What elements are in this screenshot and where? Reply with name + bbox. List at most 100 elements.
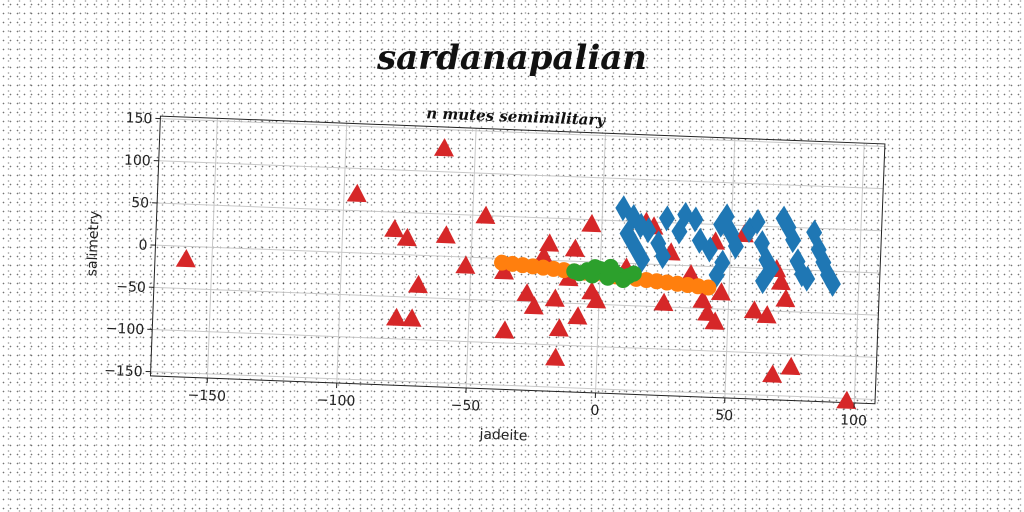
data-point <box>548 318 569 337</box>
data-point <box>810 236 827 263</box>
data-point <box>763 255 780 282</box>
data-point <box>558 267 579 287</box>
data-point <box>433 138 454 157</box>
y-tick-label: −100 <box>105 321 144 338</box>
data-point <box>658 205 675 232</box>
data-point <box>687 206 704 233</box>
y-grid-line <box>157 202 882 232</box>
data-point <box>756 305 777 324</box>
y-tick-label: −150 <box>104 363 143 380</box>
y-tick-label: 50 <box>131 195 149 212</box>
y-grid-line <box>150 371 876 401</box>
data-point <box>704 311 725 330</box>
data-point <box>494 320 515 339</box>
data-point <box>677 201 694 228</box>
data-point <box>384 218 405 238</box>
data-point <box>718 203 735 230</box>
y-grid-line <box>158 160 884 190</box>
data-point <box>544 288 565 307</box>
grid <box>150 118 885 403</box>
x-tick-label: −100 <box>317 392 356 409</box>
data-point <box>626 233 643 260</box>
x-grid-line <box>206 118 218 379</box>
data-point <box>743 300 764 319</box>
data-point <box>824 270 841 297</box>
data-point <box>780 214 797 241</box>
data-point <box>749 208 766 235</box>
x-tick-label: −150 <box>187 387 226 404</box>
data-point <box>799 265 816 292</box>
x-grid-line <box>724 138 736 398</box>
chart-subtitle: n mutes semimilitary <box>426 104 607 129</box>
data-point <box>533 245 554 265</box>
x-tick-label: 100 <box>840 412 867 429</box>
data-point <box>780 356 801 376</box>
y-axis-label: salimetry <box>84 211 103 277</box>
data-point <box>539 233 560 252</box>
data-point <box>545 347 566 367</box>
data-point <box>650 230 667 257</box>
y-grid-line <box>160 118 885 147</box>
scatter-chart: −150 −100 −50 0 50 100 150 100 50 0 −50 −100 −150 n … <box>84 104 886 445</box>
data-point <box>753 230 770 257</box>
data-point <box>700 279 717 296</box>
data-point <box>564 238 585 257</box>
data-point <box>654 243 671 270</box>
data-point <box>625 265 642 282</box>
data-marks <box>175 138 857 410</box>
data-point <box>710 282 731 301</box>
data-point <box>523 296 544 315</box>
y-tick-label: −50 <box>116 279 146 296</box>
plot-frame <box>149 115 886 405</box>
data-point <box>762 364 783 383</box>
data-point <box>602 258 619 275</box>
data-point <box>632 212 649 239</box>
data-point <box>640 217 657 244</box>
data-point <box>407 274 428 294</box>
tick-labels: −150 −100 −50 0 50 100 150 100 50 0 −50 −100 −150 <box>104 110 867 429</box>
x-grid-line <box>465 128 477 389</box>
data-point <box>619 220 636 247</box>
data-point <box>815 249 832 276</box>
data-point <box>385 307 406 327</box>
y-tick-label: 0 <box>138 238 148 254</box>
data-point <box>455 255 476 274</box>
data-point <box>727 233 744 260</box>
data-point <box>701 236 718 263</box>
data-point <box>758 247 775 274</box>
chart: −150 −100 −50 0 50 100 150 100 50 0 −50 −100 −150 n … <box>60 95 960 495</box>
data-point <box>634 246 651 273</box>
data-point <box>653 292 674 312</box>
data-point <box>691 227 708 254</box>
x-tick-label: −50 <box>450 397 480 414</box>
data-point <box>820 262 837 289</box>
data-point <box>785 227 802 254</box>
data-point <box>723 220 740 247</box>
data-point <box>567 306 588 325</box>
x-grid-line <box>336 123 348 384</box>
data-point <box>615 195 632 222</box>
y-grid-line <box>152 329 877 358</box>
data-point <box>475 205 496 224</box>
data-point <box>836 390 857 410</box>
data-point <box>346 183 367 203</box>
data-point <box>581 213 602 233</box>
data-point <box>775 288 796 308</box>
y-tick-label: 150 <box>125 110 152 127</box>
data-point <box>175 249 196 268</box>
data-point <box>401 308 422 327</box>
page-title: sardanapalian <box>376 38 648 78</box>
data-point <box>516 283 537 302</box>
x-tick-label: 0 <box>590 403 600 419</box>
data-point <box>587 259 604 276</box>
data-point <box>396 227 417 247</box>
data-point <box>586 290 607 309</box>
x-axis-label: jadeite <box>478 427 528 445</box>
x-grid-line <box>853 143 865 403</box>
data-point <box>697 302 718 322</box>
data-point <box>789 248 806 275</box>
x-tick-label: 50 <box>715 408 733 425</box>
data-point <box>770 271 791 291</box>
data-point <box>806 219 823 246</box>
data-point <box>775 205 792 232</box>
